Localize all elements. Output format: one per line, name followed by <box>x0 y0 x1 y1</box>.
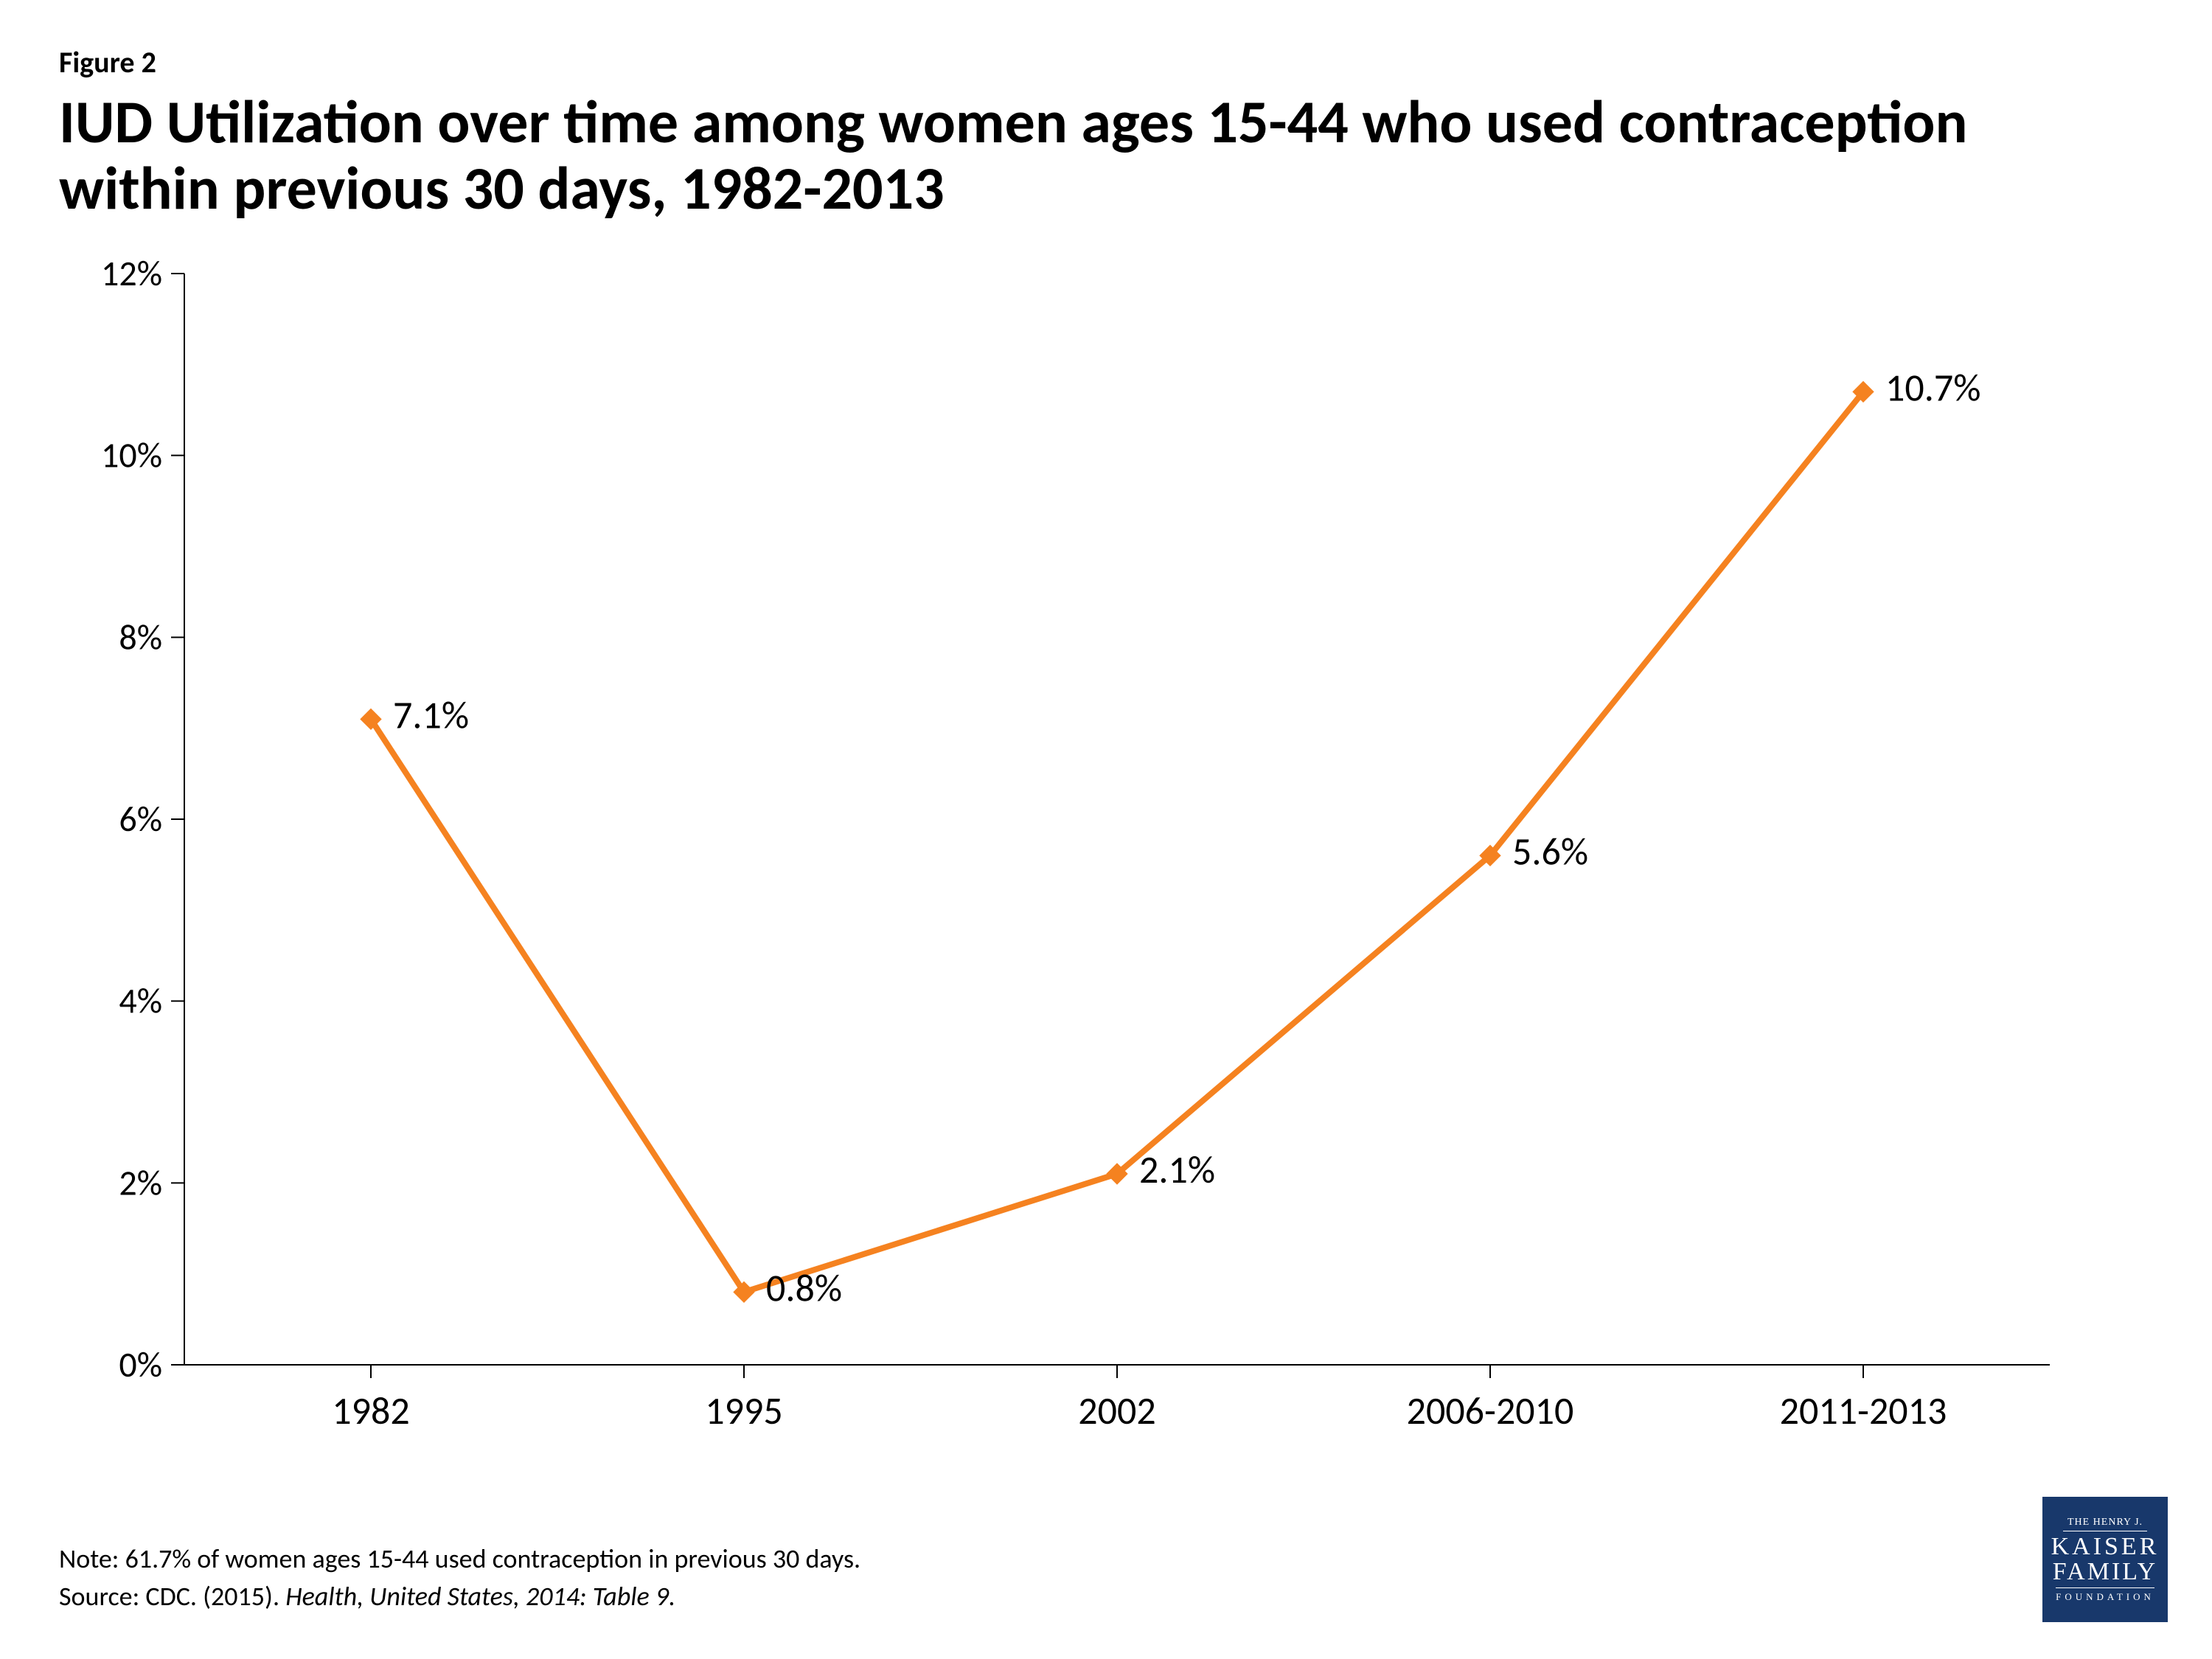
svg-text:4%: 4% <box>119 979 162 1023</box>
chart-title: IUD Utilization over time among women ag… <box>59 89 2124 222</box>
svg-text:10%: 10% <box>101 434 162 477</box>
logo-line-4: FOUNDATION <box>2056 1587 2154 1603</box>
svg-text:8%: 8% <box>119 616 162 659</box>
svg-text:2002: 2002 <box>1078 1387 1155 1434</box>
page: Figure 2 IUD Utilization over time among… <box>0 0 2212 1659</box>
line-chart: 0% 2% 4% 6% 8% 10% 12% 1982 1995 2002 2006-2010 201… <box>74 251 2138 1468</box>
svg-text:12%: 12% <box>101 251 162 295</box>
svg-text:2011-2013: 2011-2013 <box>1780 1387 1947 1434</box>
svg-text:2%: 2% <box>119 1161 162 1205</box>
chart-footer: Note: 61.7% of women ages 15-44 used con… <box>59 1540 860 1615</box>
kaiser-logo: THE HENRY J. KAISER FAMILY FOUNDATION <box>2042 1497 2168 1622</box>
svg-text:2006-2010: 2006-2010 <box>1407 1387 1574 1434</box>
svg-text:0.8%: 0.8% <box>766 1265 842 1312</box>
logo-line-3: FAMILY <box>2053 1559 2157 1585</box>
footer-source: Source: CDC. (2015). Health, United Stat… <box>59 1578 860 1615</box>
svg-text:1982: 1982 <box>332 1387 409 1434</box>
logo-line-1: THE HENRY J. <box>2063 1517 2147 1531</box>
svg-text:2.1%: 2.1% <box>1139 1146 1215 1193</box>
svg-text:6%: 6% <box>119 797 162 841</box>
footer-source-prefix: Source: CDC. (2015). <box>59 1580 285 1613</box>
svg-text:10.7%: 10.7% <box>1885 364 1980 411</box>
footer-source-italic: Health, United States, 2014: Table 9. <box>285 1580 675 1613</box>
chart-svg: 0% 2% 4% 6% 8% 10% 12% 1982 1995 2002 2006-2010 201… <box>74 251 2138 1468</box>
svg-text:0%: 0% <box>119 1343 162 1386</box>
footer-note: Note: 61.7% of women ages 15-44 used con… <box>59 1540 860 1577</box>
logo-line-2: KAISER <box>2051 1534 2160 1559</box>
figure-label: Figure 2 <box>59 44 2153 80</box>
svg-text:5.6%: 5.6% <box>1512 828 1588 875</box>
svg-text:7.1%: 7.1% <box>393 692 469 739</box>
svg-text:1995: 1995 <box>705 1387 782 1434</box>
